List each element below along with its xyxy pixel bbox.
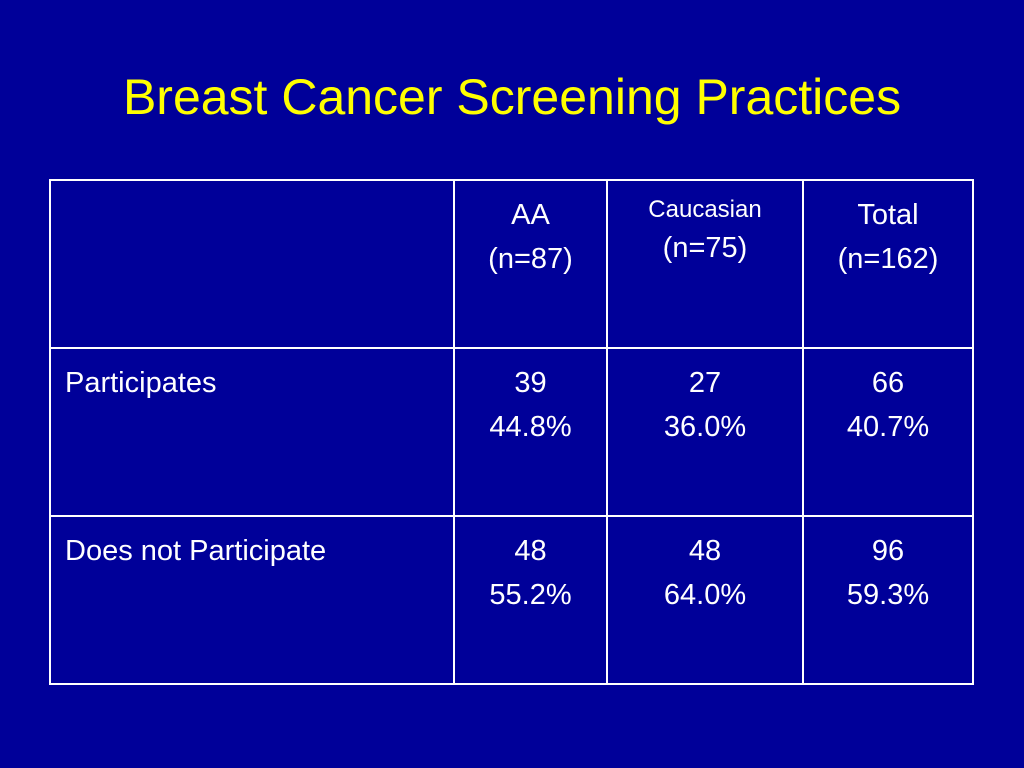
header-total-label: Total: [857, 199, 919, 231]
header-total-n: (n=162): [837, 243, 939, 275]
row-label-cell: Does not Participate: [49, 515, 455, 685]
total-count: 66: [871, 367, 905, 399]
aa-percent: 44.8%: [489, 411, 572, 443]
header-aa-cell: AA (n=87): [453, 179, 608, 349]
caucasian-percent: 36.0%: [663, 411, 747, 443]
header-caucasian-cell: Caucasian (n=75): [606, 179, 804, 349]
total-percent: 59.3%: [846, 579, 930, 611]
caucasian-cell: 27 36.0%: [606, 347, 804, 517]
row-label: Does not Participate: [65, 535, 327, 567]
table-row: Participates 39 44.8% 27 36.0% 66 40.7%: [49, 347, 974, 517]
total-cell: 66 40.7%: [802, 347, 974, 517]
table-row: Does not Participate 48 55.2% 48 64.0% 9…: [49, 515, 974, 685]
slide-title: Breast Cancer Screening Practices: [122, 69, 902, 125]
total-cell: 96 59.3%: [802, 515, 974, 685]
header-aa-label: AA: [511, 199, 550, 231]
screening-table: AA (n=87) Caucasian (n=75) Total (n=162)…: [49, 179, 974, 685]
row-label: Participates: [65, 367, 217, 399]
row-label-cell: Participates: [49, 347, 455, 517]
caucasian-count: 27: [688, 367, 722, 399]
aa-count: 39: [514, 367, 547, 399]
aa-cell: 48 55.2%: [453, 515, 608, 685]
aa-count: 48: [514, 535, 547, 567]
header-corner-cell: [49, 179, 455, 349]
caucasian-count: 48: [688, 535, 722, 567]
caucasian-percent: 64.0%: [663, 579, 747, 611]
table-header-row: AA (n=87) Caucasian (n=75) Total (n=162): [49, 179, 974, 349]
header-total-cell: Total (n=162): [802, 179, 974, 349]
caucasian-cell: 48 64.0%: [606, 515, 804, 685]
header-caucasian-n: (n=75): [662, 232, 748, 264]
header-caucasian-label: Caucasian: [648, 196, 762, 223]
aa-cell: 39 44.8%: [453, 347, 608, 517]
total-count: 96: [871, 535, 905, 567]
header-aa-n: (n=87): [488, 243, 573, 275]
total-percent: 40.7%: [846, 411, 930, 443]
aa-percent: 55.2%: [489, 579, 572, 611]
